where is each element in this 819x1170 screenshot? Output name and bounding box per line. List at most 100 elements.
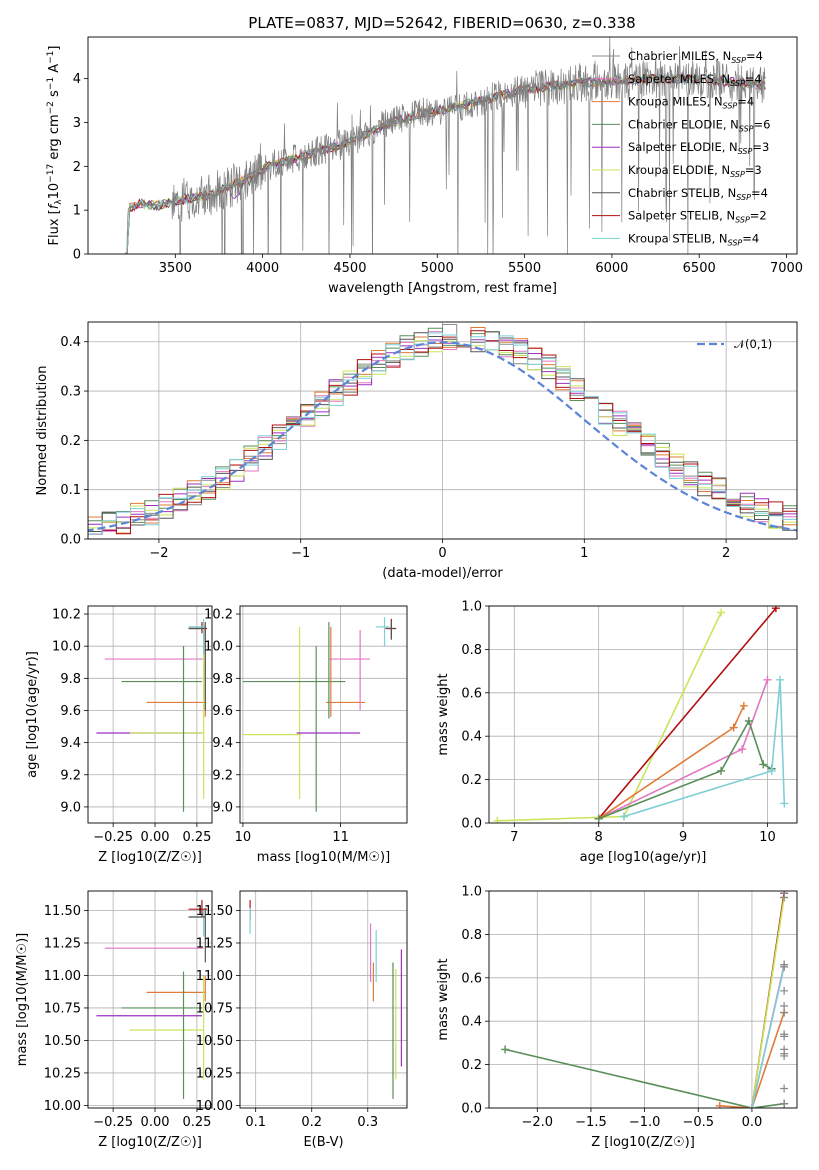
- legend-label: Chabrier ELODIE, NSSP=6: [628, 117, 770, 133]
- x-tick-label: −2.0: [522, 1115, 554, 1130]
- legend-tail: =4: [751, 186, 768, 200]
- figure-title: PLATE=0837, MJD=52642, FIBERID=0630, z=0…: [248, 14, 635, 32]
- legend-sub: SSP: [739, 124, 754, 133]
- y-tick-label: 0.6: [461, 971, 482, 986]
- marker-salpeter_miles: [763, 675, 772, 684]
- marker: [780, 986, 789, 995]
- legend-tail: =3: [752, 140, 769, 154]
- weight-line-kroupa_stelib: [751, 966, 785, 1108]
- weight-line-kroupa_elodie: [497, 612, 722, 822]
- y-tick-label: 10.50: [196, 1034, 233, 1049]
- x-axis-label: Z [log10(Z/Z☉)]: [98, 850, 202, 865]
- marker-kroupa_stelib: [767, 766, 776, 775]
- marker: [780, 891, 789, 898]
- legend-label: 𝒩(0,1): [734, 337, 772, 351]
- y-tick-label: 10.2: [52, 608, 81, 623]
- y-tick-label: 0.4: [461, 730, 482, 745]
- y-tick-label: 0.3: [60, 385, 81, 400]
- x-tick-label: 7000: [770, 261, 803, 276]
- axes-frame: [488, 605, 798, 824]
- y-axis-label: mass [log10(M/M☉)]: [15, 933, 30, 1066]
- errorbar-kroupa_stelib: [375, 617, 390, 647]
- marker-salpeter_stelib: [771, 606, 780, 613]
- x-axis-label: Z [log10(Z/Z☉)]: [98, 1135, 202, 1150]
- x-tick-label: −0.25: [93, 830, 133, 845]
- y-tick-label: 0.4: [461, 1015, 482, 1030]
- legend-label: Chabrier MILES, NSSP=4: [628, 49, 763, 65]
- x-tick-label: −0.25: [93, 1115, 133, 1130]
- y-axis-label: mass weight: [436, 958, 451, 1040]
- y-tick-label: 9.2: [212, 768, 233, 783]
- marker-chabrier_elodie: [501, 1045, 510, 1054]
- y-tick-label: 0.1: [60, 483, 81, 498]
- legend-sub: SSP: [728, 238, 743, 247]
- y-tick-label: 0.2: [60, 434, 81, 449]
- marker-kroupa_stelib: [780, 799, 789, 808]
- y-tick-label: 4: [73, 72, 81, 87]
- x-tick-label: 11: [332, 830, 349, 845]
- errorbars: [242, 617, 397, 812]
- errorbar-kroupa_miles: [325, 626, 366, 717]
- axes-frame: [87, 36, 798, 255]
- y-tick-label: 0.8: [461, 643, 482, 658]
- y-tick-label: 9.4: [212, 736, 233, 751]
- y-tick-label: 9.0: [60, 800, 81, 815]
- x-axis-label: mass [log10(M/M☉)]: [257, 850, 390, 865]
- y-axis-label: age [log10(age/yr)]: [25, 651, 40, 778]
- y-tick-label: 0.8: [461, 928, 482, 943]
- z-mass-panel: −0.25 0.00 0.25 10.00 10.25 10.50 10.75 11.00 11…: [15, 890, 213, 1150]
- errorbar-chabrier_stelib: [387, 620, 396, 640]
- marker-kroupa_stelib: [747, 1104, 756, 1108]
- x-tick-label: 10: [759, 830, 776, 845]
- y-tick-label: 11.25: [44, 936, 81, 951]
- x-tick-label: 5000: [421, 261, 454, 276]
- y-tick-label: 9.8: [212, 672, 233, 687]
- y-tick-label: 3: [73, 116, 81, 131]
- marker-kroupa_stelib: [620, 812, 629, 821]
- x-tick-label: 5500: [508, 261, 541, 276]
- y-axis-label: Normed distribution: [35, 366, 50, 496]
- x-tick-label: 0.1: [245, 1115, 266, 1130]
- weight-lines: [501, 891, 789, 1108]
- errorbar-kroupa_miles: [146, 975, 206, 1002]
- y-tick-label: 11.00: [44, 969, 81, 984]
- y-tick-label: 9.2: [60, 768, 81, 783]
- y-tick-label: 11.25: [196, 936, 233, 951]
- weight-lines: [493, 606, 789, 823]
- legend-sub: SSP: [738, 147, 753, 156]
- legend-label: Kroupa MILES, NSSP=4: [628, 95, 754, 111]
- x-tick-label: −1.5: [575, 1115, 607, 1130]
- x-axis-label: Z [log10(Z/Z☉)]: [591, 1135, 695, 1150]
- axes-frame: [87, 890, 213, 1109]
- y-tick-label: 10.0: [52, 640, 81, 655]
- legend-sub: SSP: [730, 170, 745, 179]
- y-tick-label: 0.6: [461, 686, 482, 701]
- legend-label: Chabrier STELIB, NSSP=4: [628, 186, 768, 202]
- z-weight-panel: −2.0 −1.5 −1.0 −0.5 0.0 0.0 0.2 0.4 0.6 0.8 1.0 Z […: [436, 885, 798, 1150]
- histograms: [88, 324, 797, 535]
- errorbar-salpeter_miles: [328, 630, 370, 711]
- y-tick-label: 0.2: [461, 1058, 482, 1073]
- legend-tail: =3: [745, 163, 762, 177]
- errorbars: [96, 618, 207, 812]
- y-tick-label: 0.0: [461, 817, 482, 832]
- y-tick-label: 10.75: [196, 1001, 233, 1016]
- y-tick-label: 10.00: [44, 1099, 81, 1114]
- x-tick-label: 1: [580, 546, 588, 561]
- y-tick-label: 9.6: [60, 704, 81, 719]
- errorbar-kroupa_stelib: [188, 618, 206, 655]
- x-tick-label: 0.3: [357, 1115, 378, 1130]
- x-tick-label: −1.0: [629, 1115, 661, 1130]
- y-tick-label: 10.75: [44, 1001, 81, 1016]
- y-tick-label: 10.0: [204, 640, 233, 655]
- spectrum-lines: [124, 37, 766, 254]
- x-tick-label: 6500: [683, 261, 716, 276]
- legend-label: Salpeter ELODIE, NSSP=3: [628, 140, 769, 156]
- weight-line-chabrier_elodie: [598, 719, 773, 820]
- y-tick-label: 10.25: [44, 1066, 81, 1081]
- y-tick-label: 1: [73, 204, 81, 219]
- legend-tail: =2: [750, 209, 767, 223]
- weight-line-kroupa_elodie: [751, 897, 785, 1108]
- errorbar-kroupa_elodie: [242, 626, 302, 799]
- x-tick-label: 0.2: [301, 1115, 322, 1130]
